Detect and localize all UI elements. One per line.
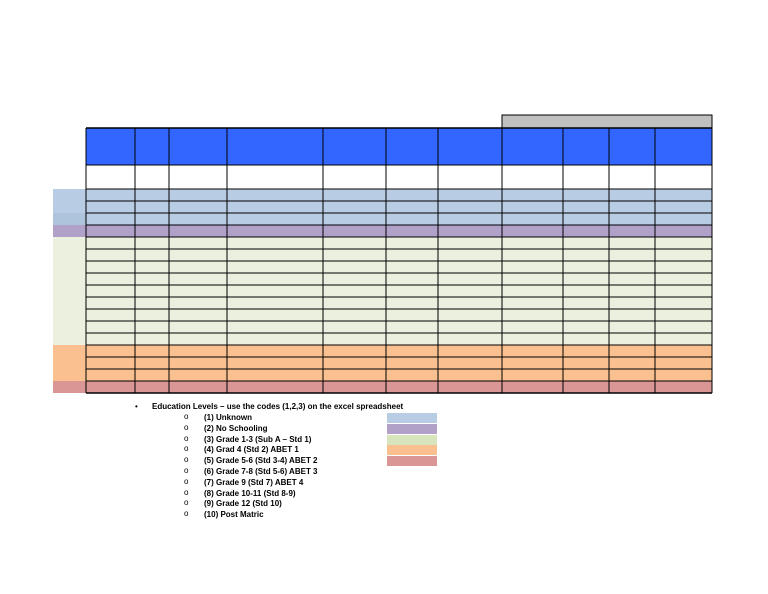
circle-bullet-icon: o bbox=[184, 509, 189, 519]
data-row-2 bbox=[86, 201, 712, 213]
data-row-9 bbox=[86, 285, 712, 297]
circle-bullet-icon: o bbox=[184, 498, 189, 508]
circle-bullet-icon: o bbox=[184, 455, 189, 465]
data-row-5 bbox=[86, 237, 712, 249]
legend-color-swatch bbox=[387, 445, 437, 456]
side-block-blue-b bbox=[53, 213, 86, 225]
side-block-blue-a bbox=[53, 189, 86, 213]
data-row-7 bbox=[86, 261, 712, 273]
circle-bullet-icon: o bbox=[184, 422, 189, 432]
legend-color-swatch bbox=[387, 456, 437, 467]
legend-color-swatch bbox=[387, 423, 437, 434]
circle-bullet-icon: o bbox=[184, 444, 189, 454]
legend-item-label: (2) No Schooling bbox=[204, 423, 268, 433]
circle-bullet-icon: o bbox=[184, 412, 189, 421]
data-row-10 bbox=[86, 297, 712, 309]
data-row-4 bbox=[86, 225, 712, 237]
data-row-15 bbox=[86, 357, 712, 369]
data-row-14 bbox=[86, 345, 712, 357]
data-row-12 bbox=[86, 321, 712, 333]
data-row-11 bbox=[86, 309, 712, 321]
circle-bullet-icon: o bbox=[184, 487, 189, 497]
legend-item-label: (6) Grade 7-8 (Std 5-6) ABET 3 bbox=[204, 467, 318, 476]
data-row-3 bbox=[86, 213, 712, 225]
data-row-6 bbox=[86, 249, 712, 261]
legend-item-label: (4) Grad 4 (Std 2) ABET 1 bbox=[204, 445, 299, 455]
legend-color-swatch bbox=[387, 413, 437, 423]
subheader-row bbox=[86, 165, 712, 189]
legend-heading: Education Levels – use the codes (1,2,3)… bbox=[152, 402, 404, 411]
legend-item-label: (7) Grade 9 (Std 7) ABET 4 bbox=[204, 477, 304, 487]
legend-item-label: (1) Unknown bbox=[204, 413, 252, 422]
legend-color-swatch bbox=[387, 434, 437, 445]
data-row-16 bbox=[86, 369, 712, 381]
data-row-8 bbox=[86, 273, 712, 285]
data-row-13 bbox=[86, 333, 712, 345]
legend-item-label: (5) Grade 5-6 (Std 3-4) ABET 2 bbox=[204, 456, 318, 466]
data-row-1 bbox=[86, 189, 712, 201]
side-block-green bbox=[53, 237, 86, 345]
side-block-orange bbox=[53, 345, 86, 381]
header-row bbox=[86, 128, 712, 165]
legend-item-label: (9) Grade 12 (Std 10) bbox=[204, 499, 282, 509]
bullet-icon: • bbox=[135, 402, 138, 411]
legend-item-label: (8) Grade 10-11 (Std 8-9) bbox=[204, 488, 296, 498]
merged-header-cell bbox=[501, 114, 713, 129]
circle-bullet-icon: o bbox=[184, 433, 189, 443]
legend-item-label: (10) Post Matric bbox=[204, 510, 264, 520]
side-block-red bbox=[53, 381, 86, 393]
data-row-17 bbox=[86, 381, 712, 393]
circle-bullet-icon: o bbox=[184, 476, 189, 486]
side-block-purple bbox=[53, 225, 86, 237]
legend-item-label: (3) Grade 1-3 (Sub A – Std 1) bbox=[204, 434, 312, 444]
circle-bullet-icon: o bbox=[184, 466, 189, 475]
